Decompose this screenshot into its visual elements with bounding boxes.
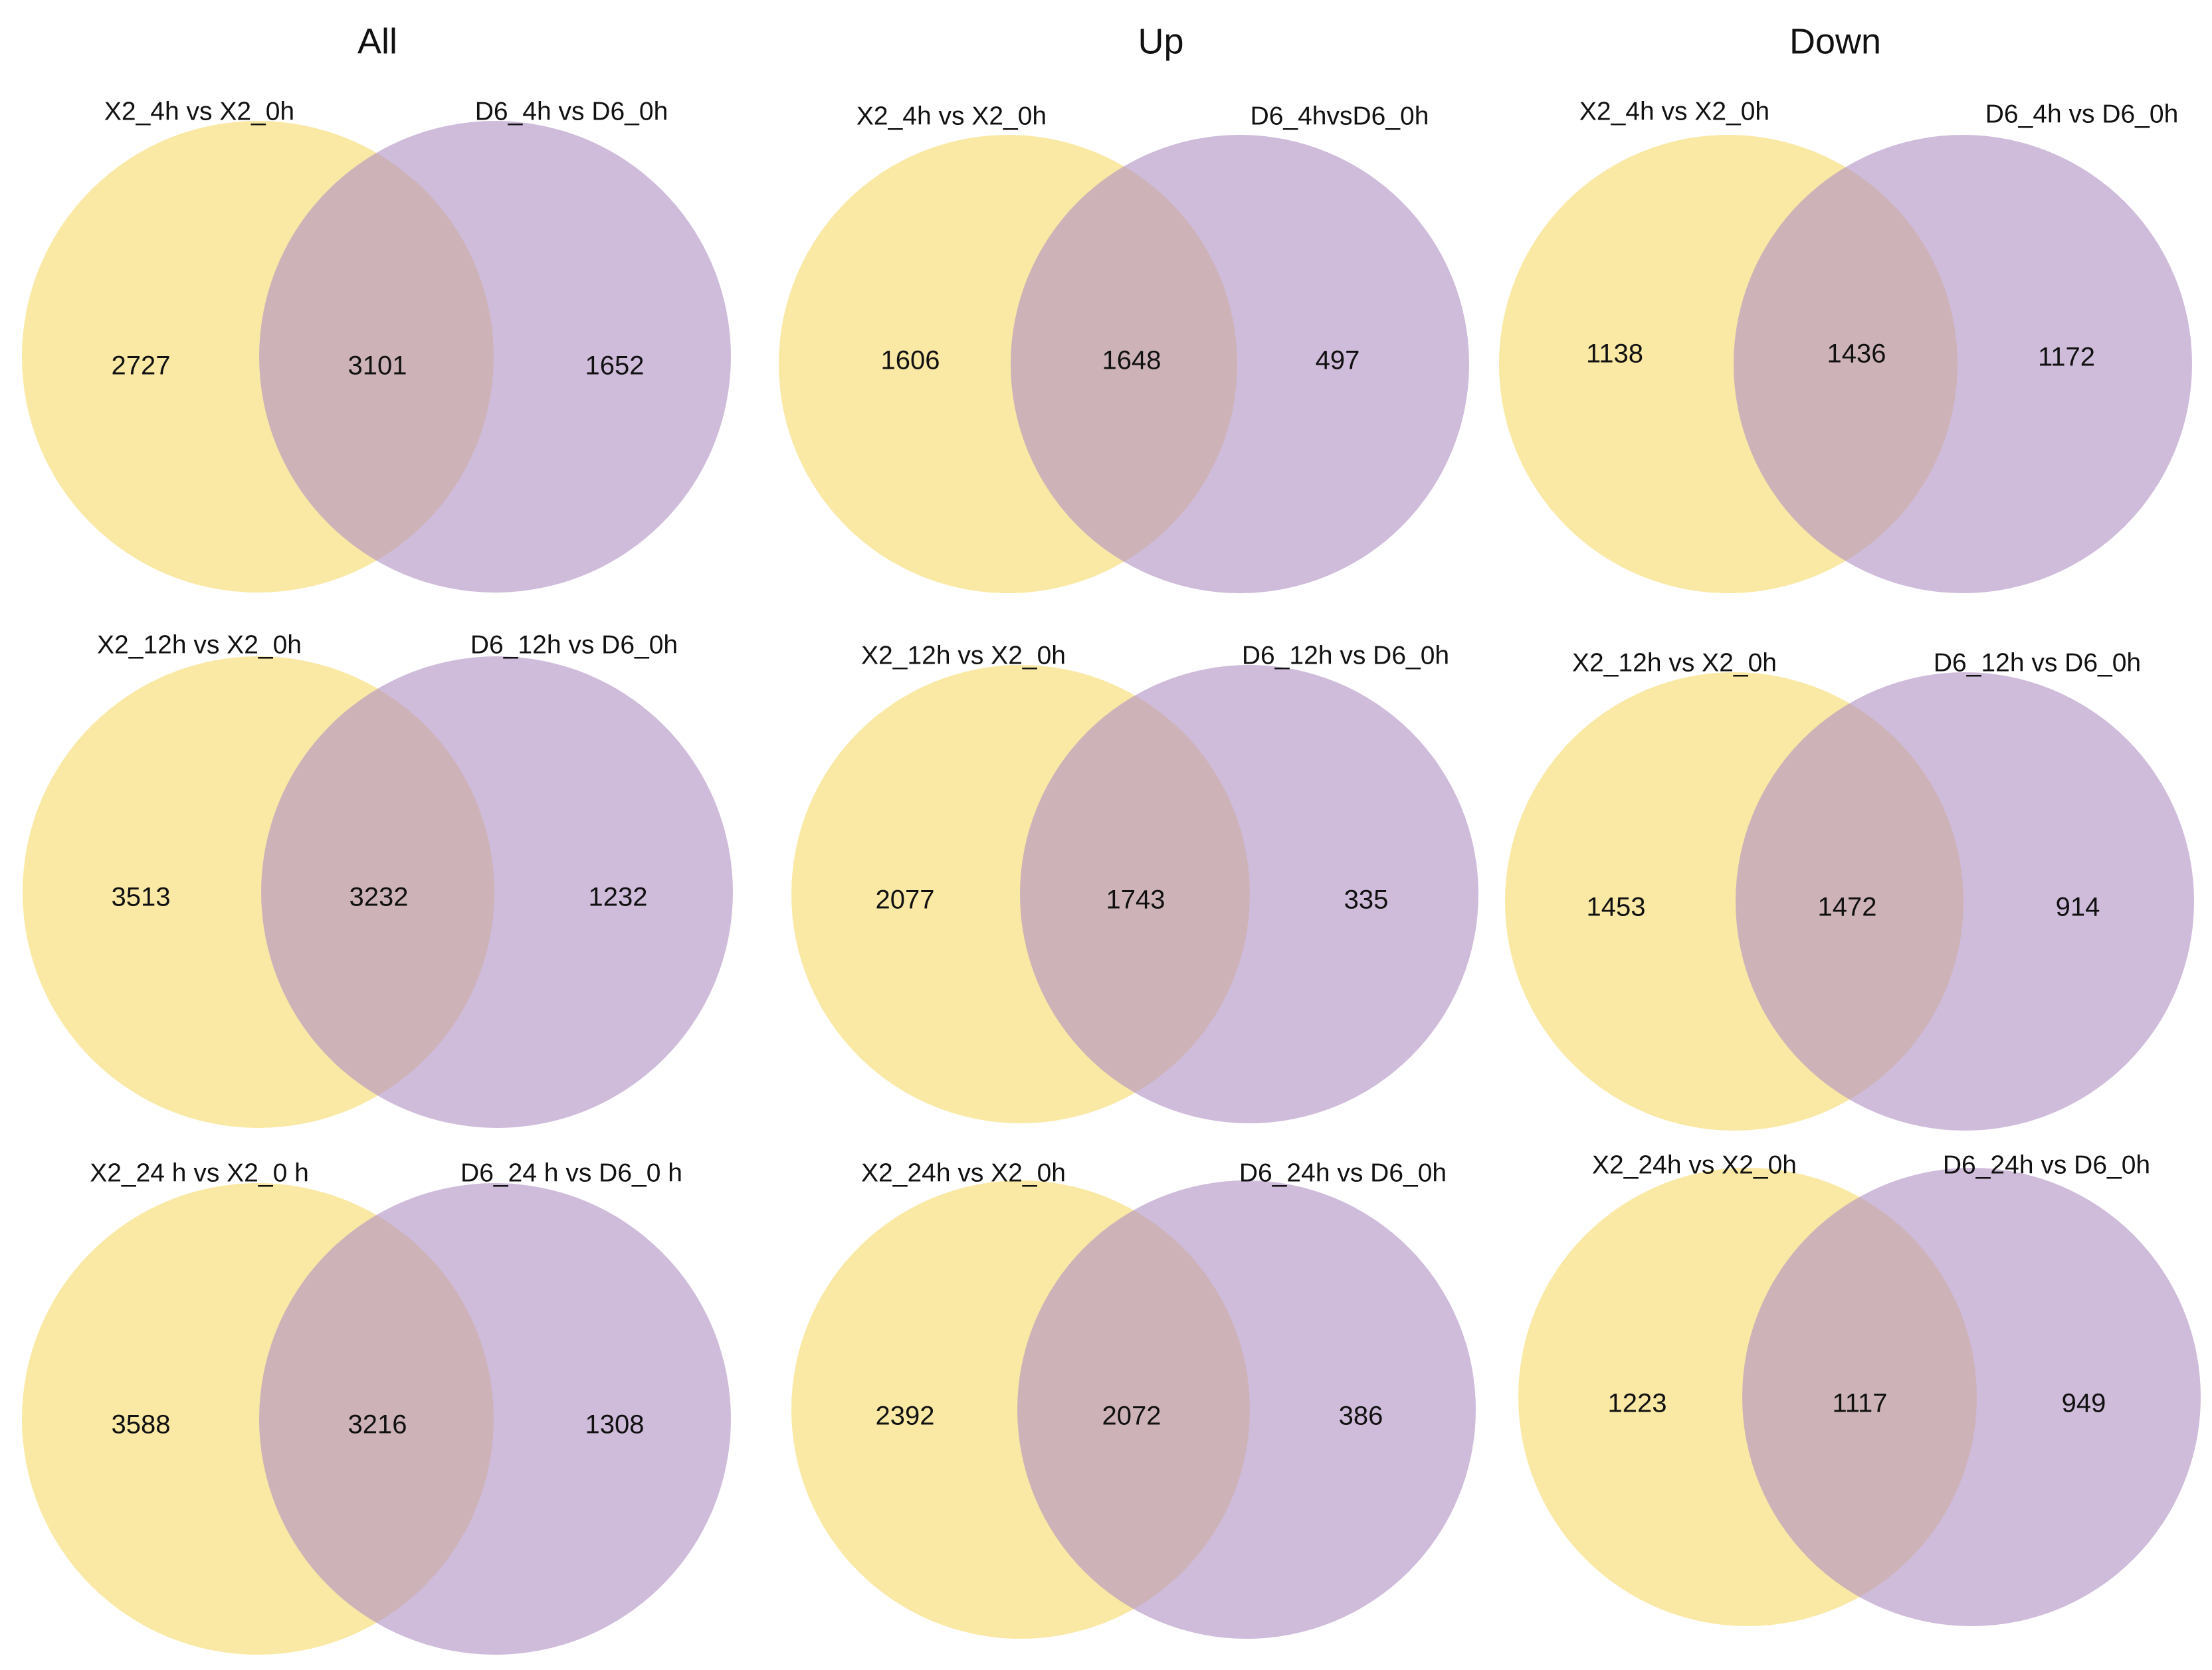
set-b-label: D6_12h vs D6_0h — [1242, 641, 1449, 670]
only-a-count: 1138 — [1586, 339, 1643, 369]
set-a-label: X2_4h vs X2_0h — [1579, 97, 1769, 126]
venn-column-down: Down X2_4h vs X2_0h D6_4h vs D6_0h 1138 1436… — [1499, 21, 2201, 1626]
set-b-circle — [1011, 135, 1469, 593]
set-b-circle — [259, 1183, 731, 1655]
only-b-count: 1652 — [585, 351, 645, 381]
only-a-count: 2392 — [876, 1402, 935, 1431]
overlap-count: 1743 — [1106, 885, 1165, 915]
only-b-count: 335 — [1344, 885, 1389, 915]
only-b-count: 1308 — [585, 1410, 645, 1439]
venn-panel: X2_12h vs X2_0h D6_12h vs D6_0h 3513 3232 12… — [23, 630, 733, 1128]
venn-panel: X2_4h vs X2_0h D6_4hvsD6_0h 1606 1648 497 — [779, 102, 1469, 593]
set-b-circle — [261, 656, 733, 1128]
venn-column-all: All X2_4h vs X2_0h D6_4h vs D6_0h 2727 3101 1… — [22, 21, 733, 1655]
only-b-count: 386 — [1339, 1402, 1383, 1431]
set-a-label: X2_12h vs X2_0h — [97, 630, 302, 659]
set-b-circle — [259, 121, 731, 593]
overlap-count: 2072 — [1102, 1402, 1161, 1431]
overlap-count: 1648 — [1102, 346, 1161, 375]
column-title: Down — [1789, 21, 1881, 61]
venn-panel: X2_24 h vs X2_0 h D6_24 h vs D6_0 h 3588 32… — [22, 1159, 731, 1655]
venn-panel: X2_4h vs X2_0h D6_4h vs D6_0h 2727 3101 1652 — [22, 97, 731, 593]
overlap-count: 1472 — [1818, 893, 1877, 922]
set-a-label: X2_24h vs X2_0h — [1592, 1151, 1797, 1179]
overlap-count: 3101 — [348, 351, 407, 381]
only-a-count: 1453 — [1587, 893, 1646, 922]
only-a-count: 1606 — [881, 346, 940, 375]
set-b-label: D6_24h vs D6_0h — [1239, 1159, 1447, 1187]
only-b-count: 914 — [2056, 893, 2100, 922]
set-b-label: D6_24h vs D6_0h — [1943, 1151, 2150, 1179]
only-b-count: 949 — [2062, 1389, 2106, 1418]
overlap-count: 1117 — [1832, 1389, 1887, 1418]
overlap-count: 1436 — [1827, 339, 1886, 369]
only-a-count: 3588 — [112, 1410, 171, 1439]
venn-panel: X2_12h vs X2_0h D6_12h vs D6_0h 2077 1743 33… — [791, 641, 1478, 1123]
only-b-count: 1232 — [589, 883, 648, 912]
set-b-circle — [1020, 665, 1478, 1123]
set-a-label: X2_12h vs X2_0h — [861, 641, 1066, 670]
set-b-circle — [1742, 1168, 2201, 1626]
set-b-circle — [1736, 672, 2194, 1131]
only-a-count: 1223 — [1608, 1389, 1667, 1418]
set-a-label: X2_24h vs X2_0h — [861, 1159, 1066, 1187]
set-b-circle — [1017, 1180, 1476, 1639]
set-b-label: D6_4h vs D6_0h — [1985, 100, 2179, 128]
set-a-label: X2_4h vs X2_0h — [856, 102, 1047, 130]
set-b-label: D6_12h vs D6_0h — [1934, 648, 2141, 677]
set-b-label: D6_12h vs D6_0h — [470, 630, 678, 659]
only-b-count: 497 — [1316, 346, 1360, 375]
only-a-count: 2077 — [876, 885, 935, 915]
overlap-count: 3216 — [348, 1410, 407, 1439]
set-b-label: D6_24 h vs D6_0 h — [460, 1159, 682, 1187]
overlap-count: 3232 — [350, 883, 409, 912]
venn-panel: X2_24h vs X2_0h D6_24h vs D6_0h 2392 2072 38… — [791, 1159, 1476, 1639]
set-a-label: X2_24 h vs X2_0 h — [90, 1159, 309, 1187]
column-title: Up — [1138, 21, 1183, 61]
only-b-count: 1172 — [2038, 343, 2095, 372]
column-title: All — [357, 21, 397, 61]
venn-panel: X2_12h vs X2_0h D6_12h vs D6_0h 1453 1472 91… — [1505, 648, 2194, 1131]
only-a-count: 3513 — [112, 883, 171, 912]
only-a-count: 2727 — [112, 351, 171, 381]
set-a-label: X2_4h vs X2_0h — [104, 97, 294, 126]
set-b-label: D6_4h vs D6_0h — [475, 97, 668, 126]
venn-panel: X2_24h vs X2_0h D6_24h vs D6_0h 1223 1117 94… — [1518, 1151, 2201, 1626]
set-a-label: X2_12h vs X2_0h — [1572, 648, 1777, 677]
set-b-circle — [1734, 135, 2192, 593]
set-b-label: D6_4hvsD6_0h — [1251, 102, 1429, 130]
venn-panel: X2_4h vs X2_0h D6_4h vs D6_0h 1138 1436 1172 — [1499, 97, 2192, 593]
